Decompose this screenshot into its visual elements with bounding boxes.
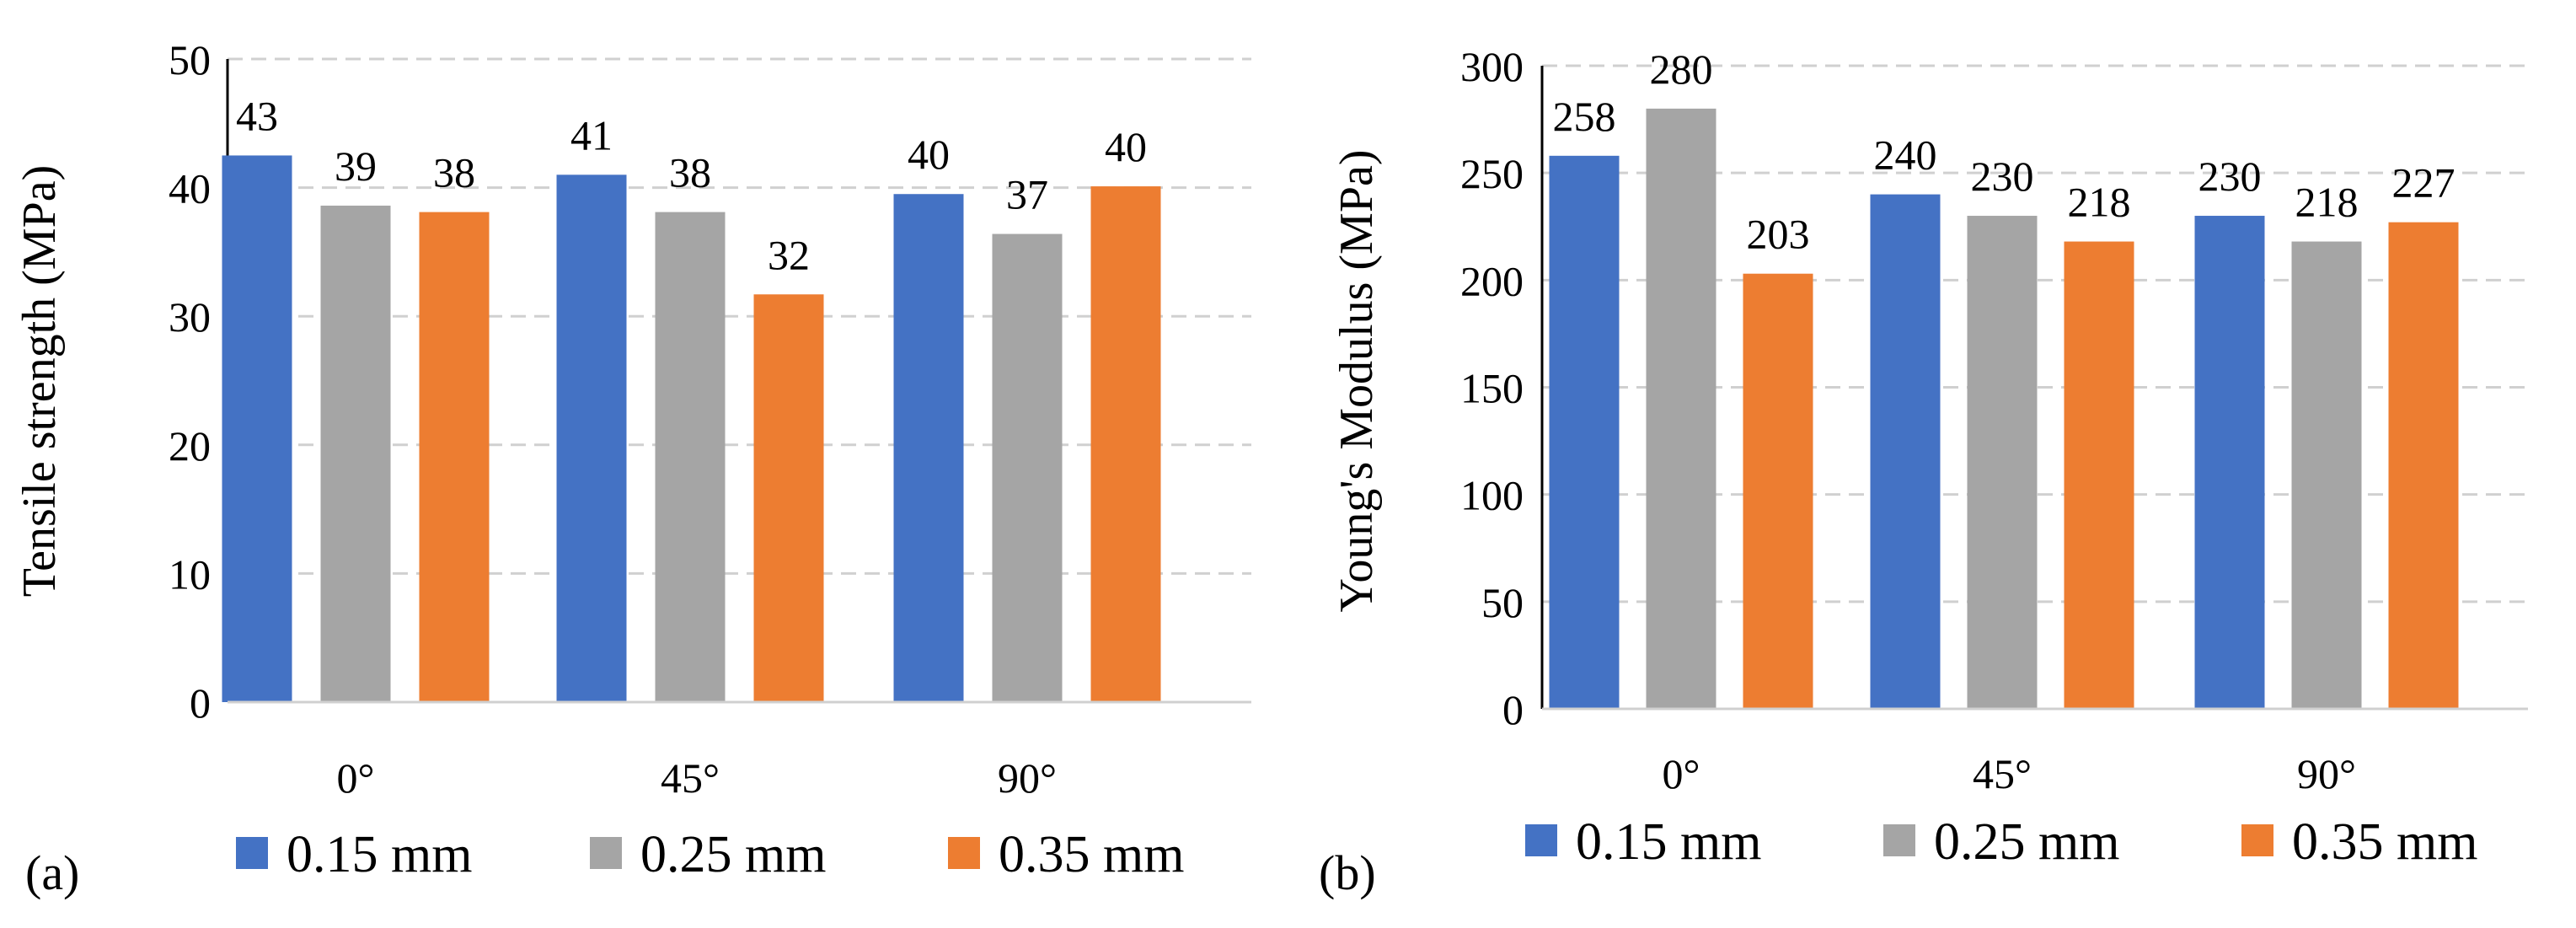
data-label: 43 — [236, 92, 278, 139]
panel-label: (b) — [1319, 845, 1376, 900]
data-label: 38 — [433, 149, 475, 196]
y-tick-label: 150 — [1460, 365, 1524, 412]
bar — [1090, 186, 1161, 703]
bar — [2291, 241, 2362, 709]
bar — [2064, 241, 2134, 709]
data-label: 227 — [2392, 159, 2456, 207]
bar — [893, 194, 964, 703]
y-tick-label: 10 — [169, 550, 211, 598]
y-tick-label: 20 — [169, 422, 211, 469]
bar — [419, 212, 490, 702]
x-tick-label: 90° — [998, 754, 1057, 802]
bar — [556, 174, 627, 703]
x-tick-label: 0° — [337, 754, 375, 802]
legend-label: 0.25 mm — [1934, 813, 2119, 871]
data-label: 41 — [570, 111, 613, 158]
data-label: 218 — [2068, 179, 2131, 226]
y-axis-title: Tensile strength (MPa) — [13, 165, 66, 597]
legend-swatch — [2241, 824, 2273, 856]
panel-label: (a) — [25, 845, 79, 900]
bar — [1743, 273, 1813, 709]
data-label: 40 — [908, 131, 950, 178]
bar — [1549, 155, 1620, 709]
legend-label: 0.25 mm — [640, 826, 826, 883]
data-label: 39 — [335, 142, 377, 190]
legend-swatch — [1883, 824, 1915, 856]
data-label: 258 — [1553, 93, 1616, 140]
bar — [1646, 108, 1716, 709]
legend-swatch — [948, 837, 980, 869]
y-tick-label: 40 — [169, 165, 211, 212]
bar — [2194, 216, 2265, 709]
bar — [655, 212, 726, 702]
data-label: 32 — [768, 231, 810, 278]
x-tick-label: 90° — [2297, 750, 2356, 797]
y-tick-label: 300 — [1460, 43, 1524, 90]
data-label: 37 — [1006, 171, 1048, 218]
data-label: 230 — [2198, 153, 2262, 200]
bar — [992, 233, 1063, 702]
y-tick-label: 250 — [1460, 150, 1524, 197]
panel-a-tensile-strength-chart: 0 10 20 30 40 50 Tensile strength (MPa) 43 41 40 3… — [13, 36, 1251, 900]
y-tick-label: 200 — [1460, 257, 1524, 304]
legend-label: 0.35 mm — [999, 826, 1184, 883]
y-axis-title: Young's Modulus (MPa) — [1331, 150, 1383, 613]
data-label: 38 — [669, 149, 711, 196]
y-tick-label: 30 — [169, 293, 211, 341]
data-label: 280 — [1650, 46, 1713, 93]
bar — [1967, 216, 2038, 709]
y-tick-label: 100 — [1460, 472, 1524, 519]
x-tick-label: 0° — [1663, 750, 1700, 797]
y-tick-label: 0 — [1502, 686, 1524, 733]
legend-swatch — [236, 837, 268, 869]
x-tick-label: 45° — [1973, 750, 2032, 797]
panel-b-youngs-modulus-chart: 0 50 100 150 200 250 300 Young's Modulus (MPa) 2… — [1319, 43, 2528, 900]
data-label: 230 — [1971, 153, 2034, 200]
bar — [2388, 222, 2459, 709]
y-tick-label: 0 — [190, 679, 211, 727]
data-label: 218 — [2295, 179, 2359, 226]
legend-label: 0.15 mm — [287, 826, 472, 883]
y-tick-label: 50 — [169, 36, 211, 83]
data-label: 40 — [1105, 123, 1147, 170]
data-label: 240 — [1874, 131, 1937, 179]
legend-label: 0.15 mm — [1576, 813, 1761, 871]
bar — [320, 205, 391, 703]
y-tick-label: 50 — [1481, 579, 1524, 626]
bar — [1870, 194, 1941, 710]
bar — [753, 294, 824, 702]
data-label: 203 — [1747, 211, 1810, 258]
bar — [222, 155, 292, 702]
x-tick-label: 45° — [661, 754, 720, 802]
legend-label: 0.35 mm — [2292, 813, 2477, 871]
legend-swatch — [1525, 824, 1557, 856]
legend-swatch — [590, 837, 622, 869]
